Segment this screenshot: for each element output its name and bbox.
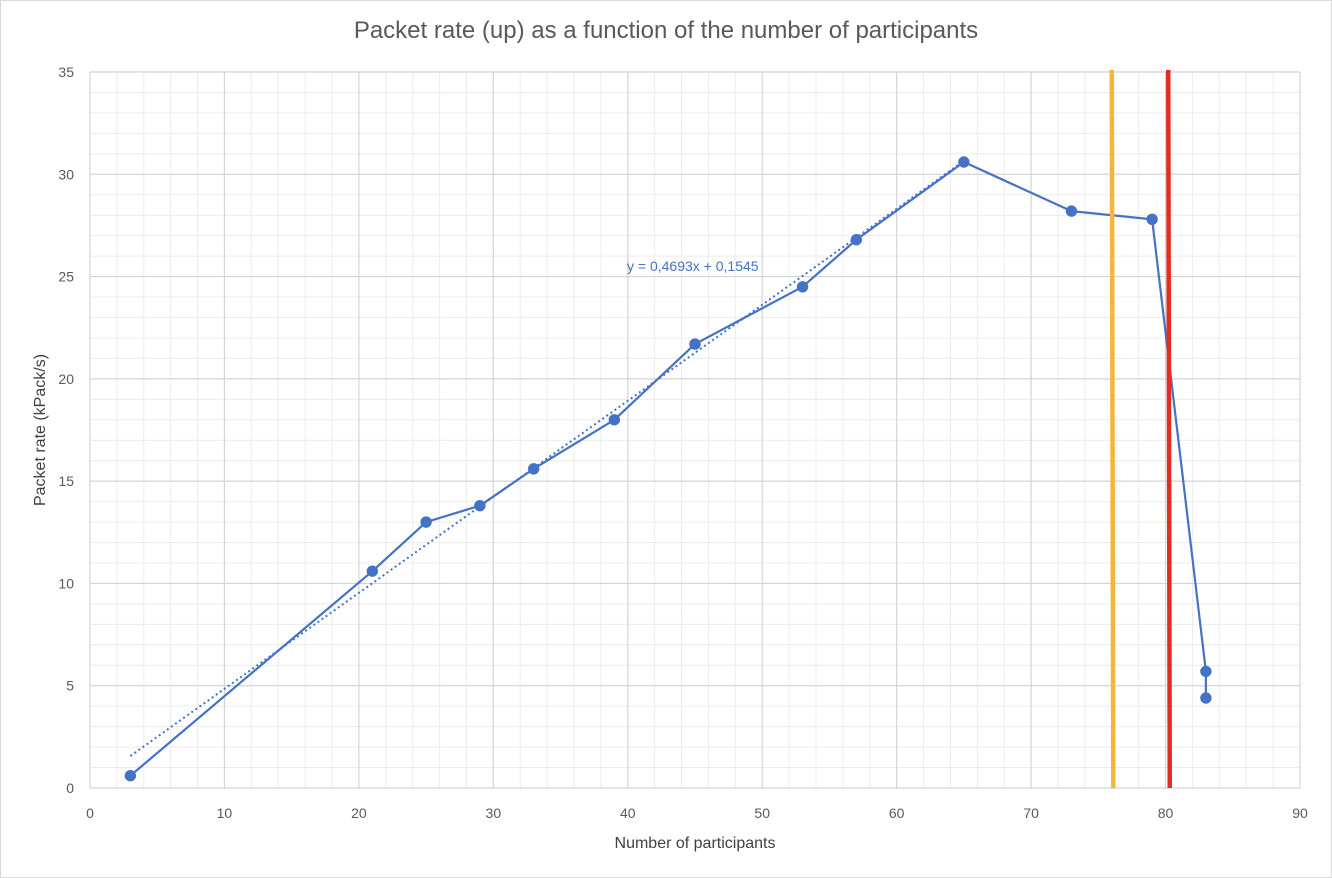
vertical-lines-layer [1109, 69, 1172, 789]
series-line [129, 160, 1207, 777]
y-tick-label: 5 [66, 678, 74, 694]
data-point [1146, 213, 1158, 225]
y-tick-label: 0 [66, 780, 74, 796]
y-tick-label: 15 [58, 473, 74, 489]
major-gridlines [89, 71, 1301, 789]
data-point [474, 499, 486, 512]
y-tick-label: 20 [58, 371, 74, 387]
trendline-equation: y = 0,4693x + 0,1545 [627, 258, 759, 274]
data-point [1200, 665, 1212, 678]
y-tick-label: 10 [58, 575, 74, 591]
x-tick-label: 60 [889, 805, 905, 821]
threshold-line-orange [1109, 69, 1116, 789]
y-axis-ticks: 0 5 10 15 20 25 30 35 [58, 64, 74, 796]
y-tick-label: 30 [58, 166, 74, 182]
x-tick-label: 70 [1023, 805, 1039, 821]
x-tick-label: 50 [754, 805, 770, 821]
y-tick-label: 35 [58, 64, 74, 80]
data-point [366, 565, 379, 577]
threshold-line-red [1165, 69, 1172, 789]
x-tick-label: 20 [351, 805, 367, 821]
data-point [958, 156, 970, 168]
x-axis-title: Number of participants [615, 835, 776, 852]
trendline-layer [129, 159, 965, 757]
x-tick-label: 10 [217, 805, 233, 821]
x-tick-label: 0 [86, 805, 94, 821]
x-tick-label: 90 [1292, 805, 1308, 821]
data-point [689, 338, 701, 350]
series-layer [124, 156, 1212, 782]
data-point [527, 463, 540, 475]
minor-gridlines [90, 72, 1300, 788]
x-tick-label: 80 [1158, 805, 1174, 821]
x-axis-ticks: 0 10 20 30 40 50 60 70 80 90 [86, 805, 1308, 821]
y-tick-label: 25 [58, 269, 74, 285]
data-point [850, 234, 863, 246]
data-point [796, 281, 809, 293]
data-point [124, 770, 137, 782]
trendline [129, 159, 965, 757]
data-point [1200, 692, 1212, 704]
data-point [608, 414, 621, 426]
data-point [420, 516, 432, 528]
y-axis-title: Packet rate (kPack/s) [32, 354, 49, 506]
chart-title: Packet rate (up) as a function of the nu… [354, 17, 978, 44]
x-tick-label: 30 [486, 805, 502, 821]
x-tick-label: 40 [620, 805, 636, 821]
data-point [1065, 205, 1078, 217]
